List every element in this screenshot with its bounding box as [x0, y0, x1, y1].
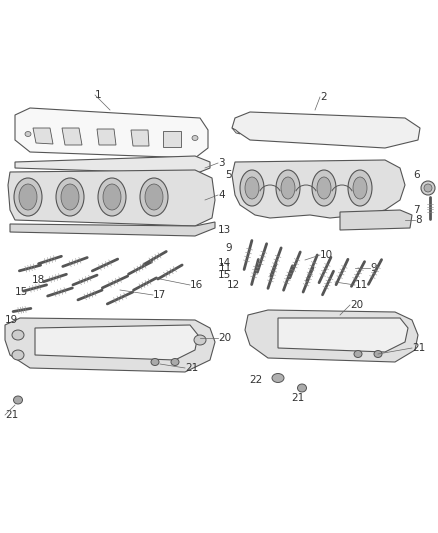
Ellipse shape: [297, 384, 307, 392]
Ellipse shape: [56, 178, 84, 216]
Ellipse shape: [353, 177, 367, 199]
Ellipse shape: [354, 351, 362, 358]
Ellipse shape: [276, 170, 300, 206]
Polygon shape: [232, 128, 240, 134]
Text: 19: 19: [5, 315, 18, 325]
Polygon shape: [232, 112, 420, 148]
Text: 21: 21: [291, 393, 304, 403]
Polygon shape: [5, 318, 215, 372]
Ellipse shape: [272, 374, 284, 383]
Text: 20: 20: [218, 333, 231, 343]
Text: 21: 21: [412, 343, 425, 353]
Text: 16: 16: [190, 280, 203, 290]
Ellipse shape: [421, 181, 435, 195]
Text: 5: 5: [226, 170, 232, 180]
Polygon shape: [62, 128, 82, 145]
Ellipse shape: [12, 350, 24, 360]
Ellipse shape: [25, 132, 31, 136]
Text: 4: 4: [218, 190, 225, 200]
Text: 7: 7: [413, 205, 420, 215]
Polygon shape: [15, 108, 208, 158]
Polygon shape: [245, 310, 418, 362]
Ellipse shape: [98, 178, 126, 216]
Ellipse shape: [424, 184, 432, 192]
Text: 18: 18: [32, 275, 45, 285]
Ellipse shape: [14, 178, 42, 216]
Ellipse shape: [348, 170, 372, 206]
Polygon shape: [10, 222, 215, 236]
Polygon shape: [35, 325, 198, 360]
Text: 1: 1: [95, 90, 102, 100]
Ellipse shape: [19, 184, 37, 210]
Ellipse shape: [317, 177, 331, 199]
Text: 3: 3: [218, 158, 225, 168]
Polygon shape: [33, 128, 53, 144]
Ellipse shape: [103, 184, 121, 210]
Polygon shape: [232, 160, 405, 218]
Ellipse shape: [374, 351, 382, 358]
Text: 22: 22: [249, 375, 262, 385]
Ellipse shape: [245, 177, 259, 199]
Ellipse shape: [281, 177, 295, 199]
Ellipse shape: [12, 330, 24, 340]
Polygon shape: [278, 318, 408, 352]
Ellipse shape: [140, 178, 168, 216]
Text: 14: 14: [218, 258, 231, 268]
Ellipse shape: [145, 184, 163, 210]
Text: 9: 9: [370, 263, 377, 273]
Text: 12: 12: [227, 280, 240, 290]
Ellipse shape: [14, 396, 22, 404]
Polygon shape: [8, 170, 215, 226]
Ellipse shape: [61, 184, 79, 210]
Text: 15: 15: [218, 270, 231, 280]
Text: 11: 11: [219, 263, 232, 273]
Text: 20: 20: [350, 300, 363, 310]
Text: 6: 6: [413, 170, 420, 180]
Text: 9: 9: [226, 243, 232, 253]
Text: 21: 21: [5, 410, 18, 420]
Text: 17: 17: [153, 290, 166, 300]
Ellipse shape: [240, 170, 264, 206]
Polygon shape: [131, 130, 149, 146]
Text: 8: 8: [415, 215, 422, 225]
Text: 13: 13: [218, 225, 231, 235]
Ellipse shape: [171, 359, 179, 366]
Text: 11: 11: [355, 280, 368, 290]
Polygon shape: [15, 156, 210, 174]
Polygon shape: [163, 131, 181, 147]
Text: 2: 2: [320, 92, 327, 102]
Ellipse shape: [151, 359, 159, 366]
Ellipse shape: [312, 170, 336, 206]
Ellipse shape: [192, 135, 198, 141]
Ellipse shape: [194, 335, 206, 345]
Text: 21: 21: [185, 363, 198, 373]
Text: 10: 10: [320, 250, 333, 260]
Polygon shape: [97, 129, 116, 145]
Polygon shape: [340, 210, 412, 230]
Text: 15: 15: [15, 287, 28, 297]
